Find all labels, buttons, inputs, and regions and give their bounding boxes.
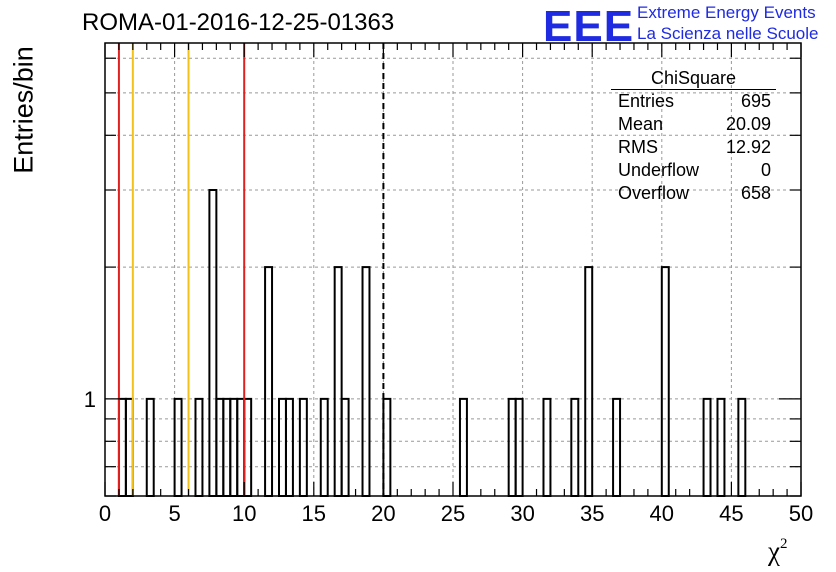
x-axis-label-superscript: 2 xyxy=(779,536,788,552)
eee-logo: EEE xyxy=(543,2,635,51)
axes-layer: 0 5 10 15 20 25 30 35 40 45 50 1 xyxy=(84,42,813,526)
histogram-bin xyxy=(507,397,517,497)
stats-label: Overflow xyxy=(618,183,690,203)
histogram-bin xyxy=(660,266,670,497)
stats-label: Entries xyxy=(618,91,675,111)
histogram-bin xyxy=(215,397,225,497)
y-axis-label-box: Entries/bin xyxy=(4,40,44,180)
stats-label: RMS xyxy=(618,137,658,157)
histogram-bin xyxy=(612,397,622,497)
histogram-bin xyxy=(222,397,232,497)
x-tick-label: 40 xyxy=(650,501,674,526)
reference-lines-layer xyxy=(117,43,385,496)
chart-title: ROMA-01-2016-12-25-01363 xyxy=(82,9,395,36)
logo-caption-1: Extreme Energy Events xyxy=(637,3,816,22)
stats-row-entries: Entries 695 xyxy=(611,90,776,113)
histogram-bin xyxy=(194,397,204,497)
x-tick-label: 45 xyxy=(719,501,743,526)
x-tick-label: 25 xyxy=(441,501,465,526)
histogram-bin xyxy=(382,397,392,497)
histogram-bin xyxy=(333,266,343,497)
histogram-bin xyxy=(458,397,468,497)
histogram-bin xyxy=(514,397,524,497)
stats-row-rms: RMS 12.92 xyxy=(611,136,776,159)
x-tick-label: 15 xyxy=(302,501,326,526)
x-tick-label: 30 xyxy=(510,501,534,526)
x-tick-label: 0 xyxy=(99,501,111,526)
x-tick-label: 50 xyxy=(789,501,813,526)
histogram-bin xyxy=(716,397,726,497)
histogram-bin xyxy=(284,397,294,497)
histogram-bin xyxy=(236,397,246,497)
histogram-bin xyxy=(702,397,712,497)
x-tick-label: 20 xyxy=(371,501,395,526)
stats-label: Underflow xyxy=(618,160,700,180)
stats-value: 658 xyxy=(740,183,771,203)
histogram-bin xyxy=(145,397,155,497)
grid-layer xyxy=(105,43,801,496)
histogram-bin xyxy=(278,397,287,497)
histogram-bin xyxy=(117,397,127,497)
stats-value: 20.09 xyxy=(725,114,771,134)
histogram-bin xyxy=(319,397,329,497)
histogram-bin xyxy=(584,266,594,497)
x-axis-label: χ2 xyxy=(768,536,787,567)
histogram-bin xyxy=(340,397,350,497)
stats-box: ChiSquare Entries 695 Mean 20.09 RMS 12.… xyxy=(611,67,776,205)
stats-row-mean: Mean 20.09 xyxy=(611,113,776,136)
histogram-bin xyxy=(264,266,274,497)
histogram-bin xyxy=(208,189,218,497)
y-tick-label: 1 xyxy=(84,387,96,412)
x-axis-label-text: χ xyxy=(768,536,780,566)
x-tick-label: 5 xyxy=(168,501,180,526)
stats-label: Mean xyxy=(618,114,664,134)
stats-row-overflow: Overflow 658 xyxy=(611,182,776,205)
stats-value: 695 xyxy=(740,91,771,111)
histogram-bin xyxy=(298,397,308,497)
stats-value: 12.92 xyxy=(725,137,771,157)
y-axis-label: Entries/bin xyxy=(8,46,39,174)
histogram-bin xyxy=(361,266,371,497)
histogram-bin xyxy=(243,397,253,497)
histogram-bin xyxy=(124,397,134,497)
histogram-layer xyxy=(117,189,747,497)
logo-caption-2: La Scienza nelle Scuole xyxy=(637,24,819,43)
stats-title: ChiSquare xyxy=(611,67,776,90)
x-tick-label: 35 xyxy=(580,501,604,526)
histogram-bin xyxy=(737,397,747,497)
stats-value: 0 xyxy=(760,160,771,180)
histogram-bin xyxy=(570,397,580,497)
stats-row-underflow: Underflow 0 xyxy=(611,159,776,182)
x-tick-label: 10 xyxy=(232,501,256,526)
histogram-bin xyxy=(173,397,183,497)
histogram-bin xyxy=(229,397,239,497)
histogram-bin xyxy=(542,397,552,497)
